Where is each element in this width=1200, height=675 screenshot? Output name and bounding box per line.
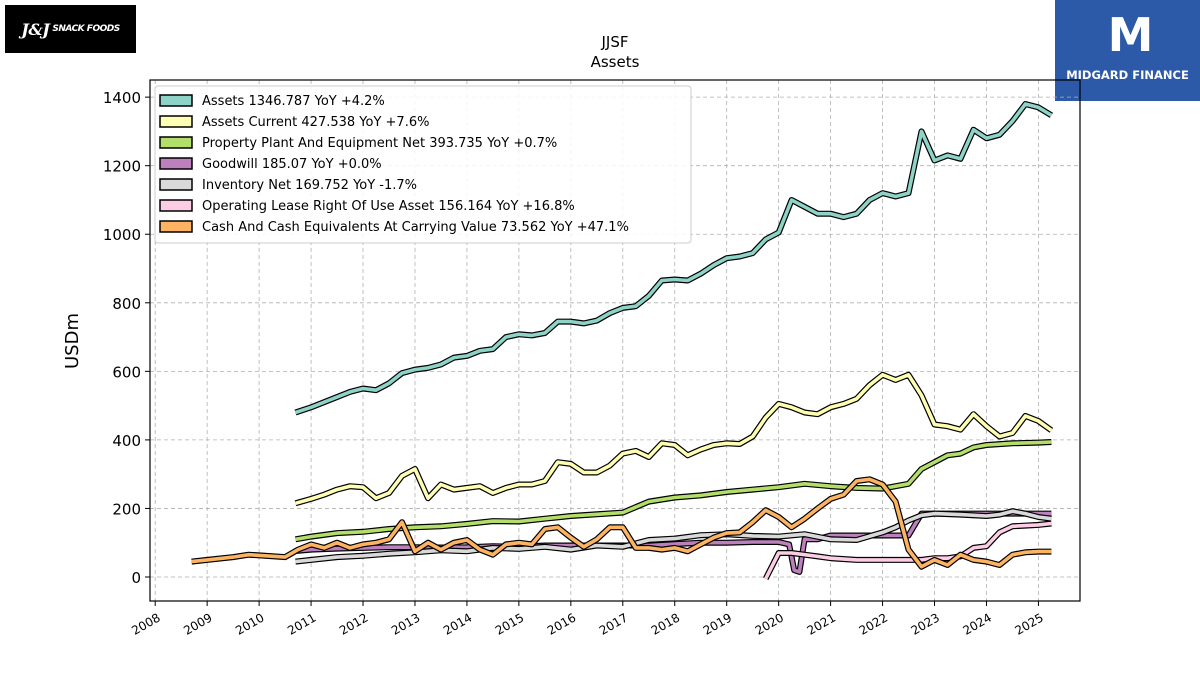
y-tick-label-400: 400	[112, 432, 141, 450]
y-tick-label-200: 200	[112, 500, 141, 518]
x-tick-label-2019: 2019	[701, 610, 734, 637]
x-tick-label-2013: 2013	[389, 610, 422, 637]
series-line-1	[295, 373, 1053, 506]
legend-label-1: Assets Current 427.538 YoY +7.6%	[202, 115, 429, 130]
x-tick-label-2017: 2017	[597, 610, 630, 637]
x-tick-label-2010: 2010	[233, 610, 266, 637]
y-axis-label: USDm	[62, 313, 83, 369]
legend: Assets 1346.787 YoY +4.2% Assets Current …	[154, 85, 692, 244]
company-logo: J&J SNACK FOODS	[5, 5, 136, 53]
legend-swatch-3	[159, 157, 193, 170]
x-axis: 2008 2009 2010 2011 2012 2013 2014 2015 2016 2017…	[129, 601, 1046, 638]
legend-label-2: Property Plant And Equipment Net 393.735…	[202, 136, 557, 151]
legend-label-5: Operating Lease Right Of Use Asset 156.1…	[202, 199, 575, 214]
x-tick-label-2014: 2014	[441, 610, 474, 637]
series-line-2	[295, 440, 1052, 542]
x-tick-label-2024: 2024	[961, 610, 994, 637]
x-tick-label-2008: 2008	[129, 610, 162, 637]
publisher-logo-mark: M	[1107, 8, 1154, 62]
x-tick-label-2021: 2021	[805, 610, 838, 637]
x-tick-label-2011: 2011	[285, 610, 318, 637]
y-tick-label-800: 800	[112, 295, 141, 313]
legend-swatch-4	[159, 178, 193, 191]
publisher-logo: M MIDGARD FINANCE	[1055, 0, 1200, 101]
x-tick-label-2023: 2023	[909, 610, 942, 637]
plot-area-frame	[149, 79, 1081, 602]
series-line-6	[191, 477, 1052, 569]
legend-label-6: Cash And Cash Equivalents At Carrying Va…	[202, 220, 629, 235]
legend-swatch-0	[159, 94, 193, 107]
legend-swatch-1	[159, 115, 193, 128]
y-axis: 0 200 400 600 800 1000 1200 1400	[103, 89, 150, 587]
series-line-5	[764, 521, 1052, 580]
x-tick-label-2022: 2022	[857, 610, 890, 637]
chart-subtitle: Assets	[591, 53, 640, 71]
x-tick-label-2016: 2016	[545, 610, 578, 637]
legend-swatch-5	[159, 199, 193, 212]
series-outline-6	[191, 476, 1052, 570]
chart-title: JJSF	[601, 33, 629, 51]
x-tick-label-2018: 2018	[649, 610, 682, 637]
publisher-logo-name: MIDGARD FINANCE	[1066, 68, 1189, 82]
y-tick-label-600: 600	[112, 363, 141, 381]
series-line-0	[294, 102, 1053, 415]
series-lines	[191, 101, 1054, 581]
series-outline-2	[294, 439, 1052, 543]
x-tick-label-2025: 2025	[1012, 610, 1045, 637]
legend-label-0: Assets 1346.787 YoY +4.2%	[202, 94, 385, 109]
x-tick-label-2015: 2015	[493, 610, 526, 637]
y-tick-label-1200: 1200	[103, 158, 141, 176]
y-tick-label-1000: 1000	[103, 226, 141, 244]
series-outline-1	[294, 371, 1054, 507]
legend-swatch-2	[159, 136, 193, 149]
legend-swatch-6	[159, 220, 193, 233]
x-tick-label-2012: 2012	[337, 610, 370, 637]
company-logo-text: J&J	[21, 19, 50, 39]
y-tick-label-1400: 1400	[103, 89, 141, 107]
y-tick-label-0: 0	[131, 569, 141, 587]
x-tick-label-2009: 2009	[181, 610, 214, 637]
legend-box	[154, 85, 692, 244]
legend-label-4: Inventory Net 169.752 YoY -1.7%	[202, 178, 417, 193]
legend-label-3: Goodwill 185.07 YoY +0.0%	[202, 157, 382, 172]
x-tick-label-2020: 2020	[753, 610, 786, 637]
company-logo-subtext: SNACK FOODS	[52, 24, 120, 34]
